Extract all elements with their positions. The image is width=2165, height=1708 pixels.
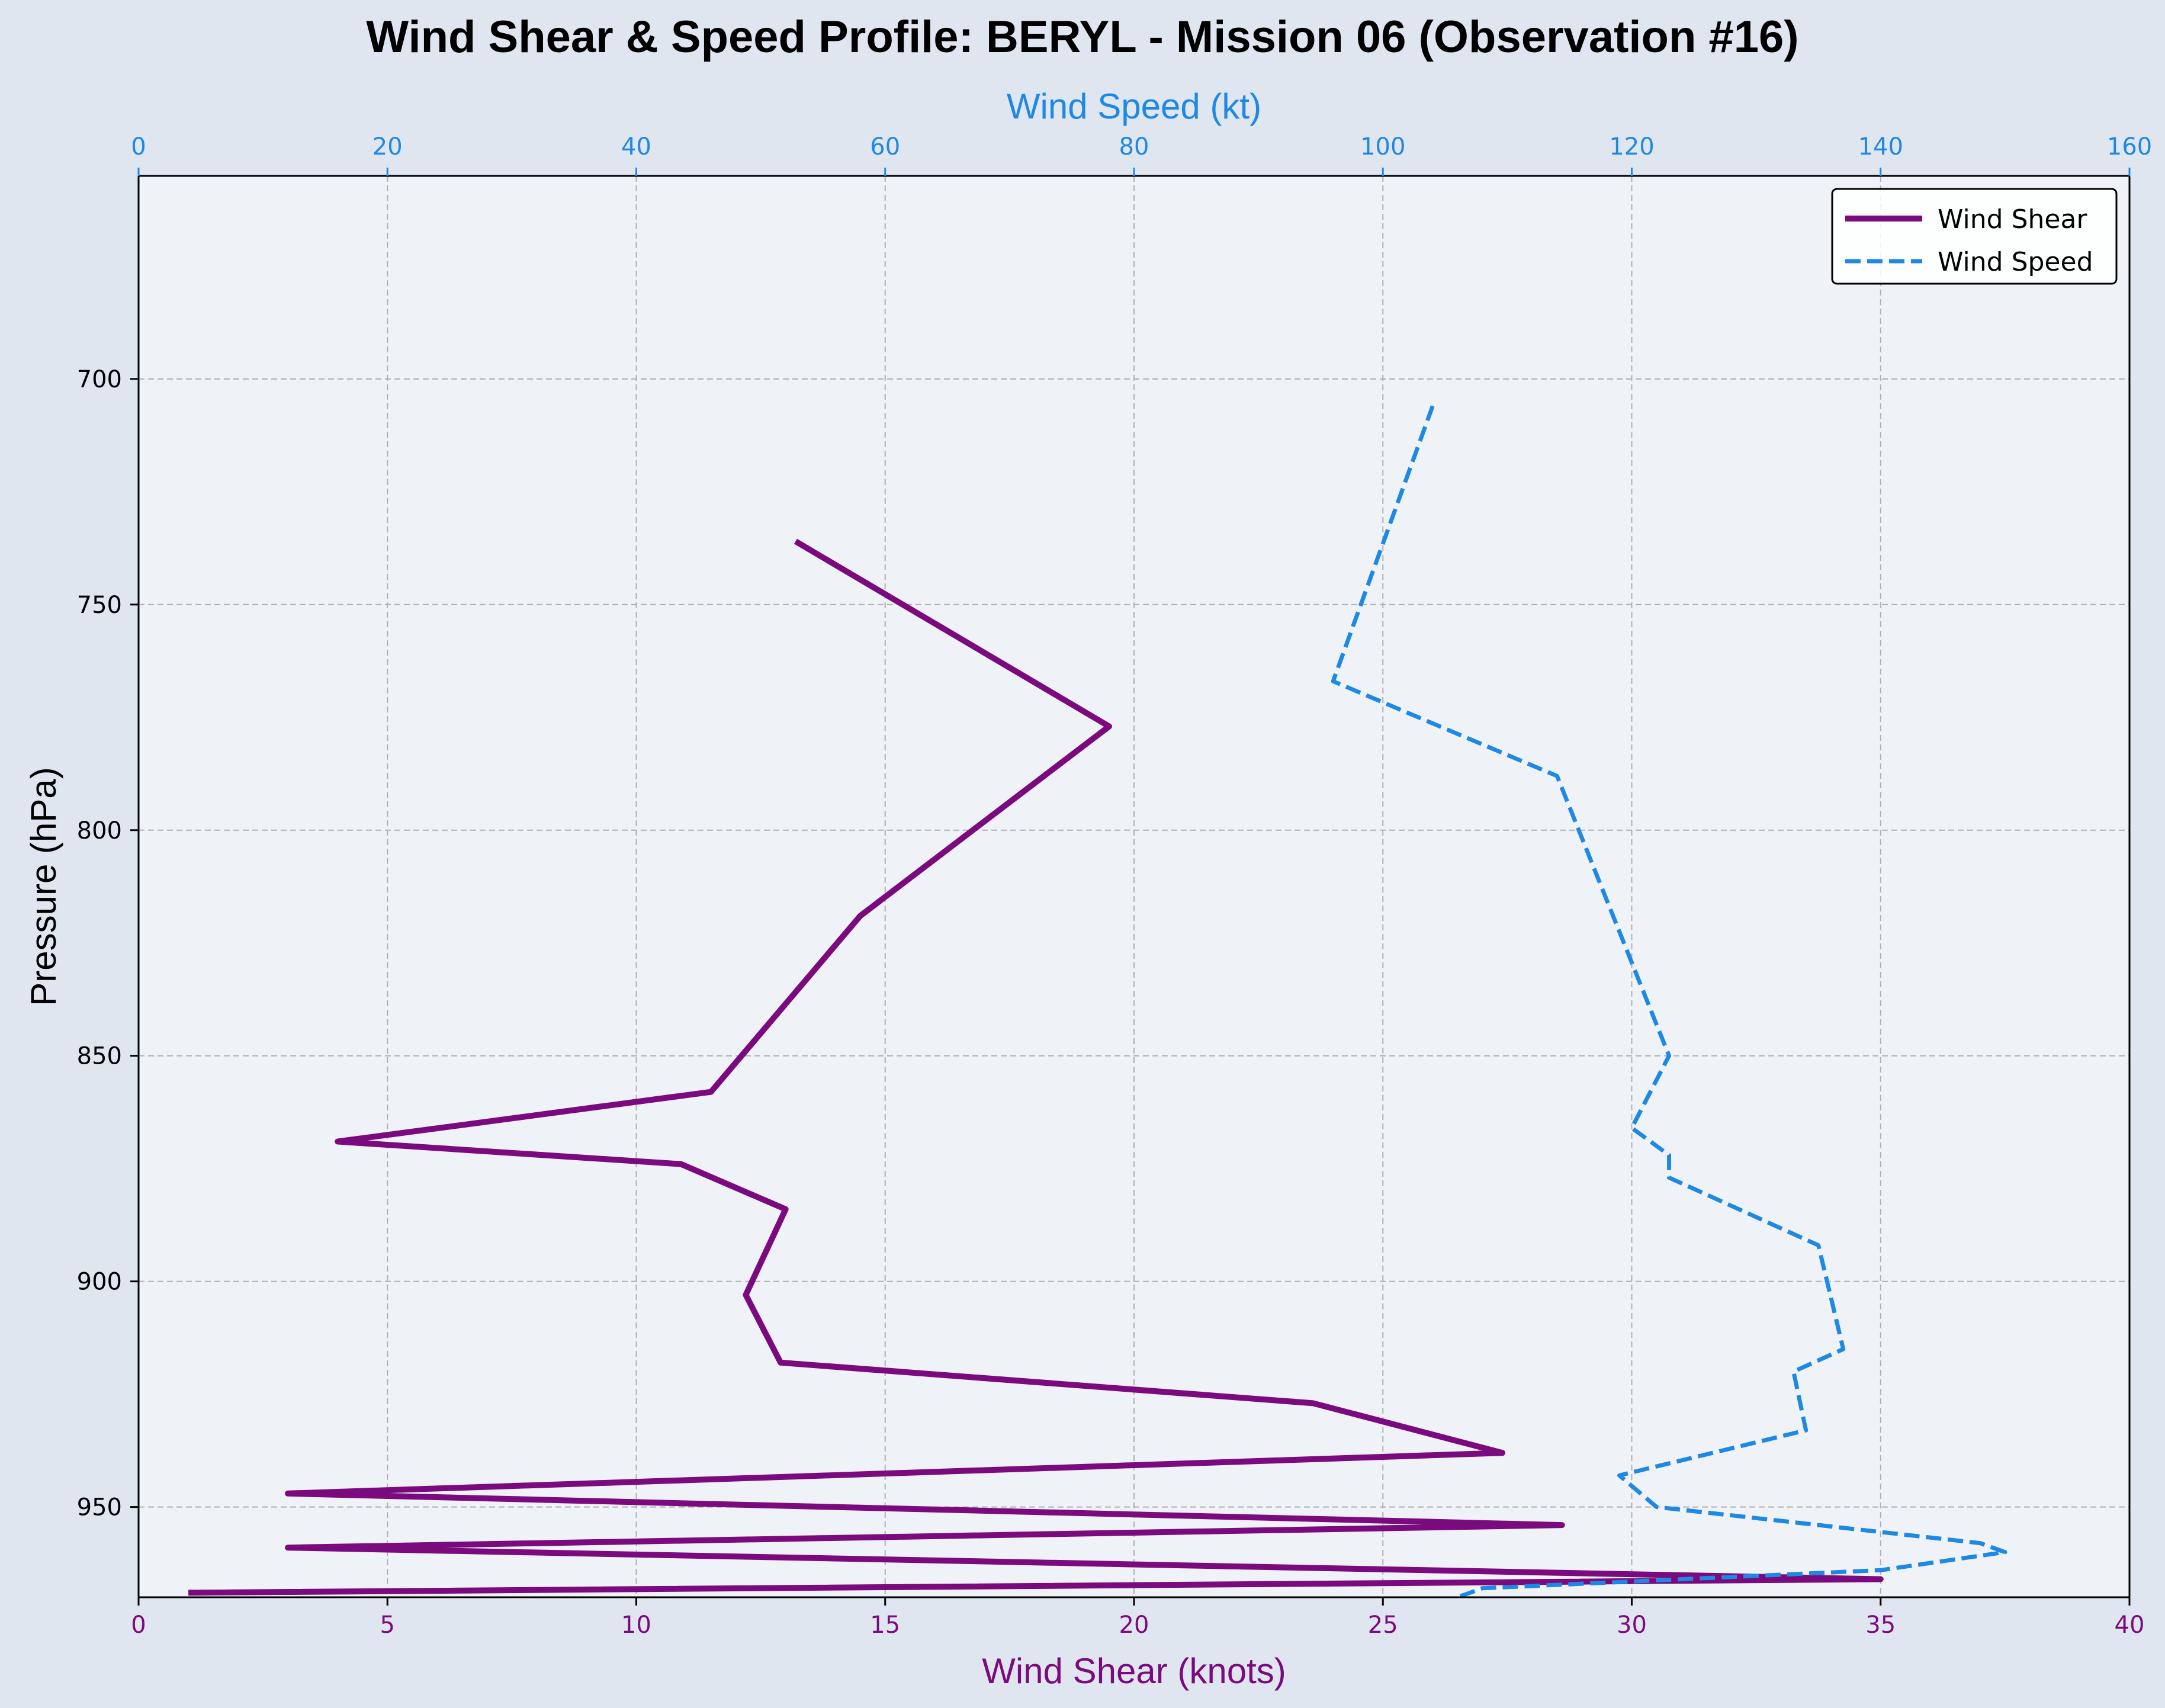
bottom-tick-label: 5 xyxy=(380,1611,395,1639)
bottom-tick-label: 40 xyxy=(2115,1611,2145,1639)
bottom-tick-label: 30 xyxy=(1617,1611,1647,1639)
axes: 0 5 10 15 20 25 30 35 40 0 20 40 60 80 100 120 140 160 700… xyxy=(77,133,2153,1639)
x-axis-title-top: Wind Speed (kt) xyxy=(1007,86,1261,126)
wind-shear-line xyxy=(188,538,1884,1596)
top-tick-label: 80 xyxy=(1119,133,1149,160)
bottom-tick-label: 20 xyxy=(1119,1611,1149,1639)
top-tick-label: 0 xyxy=(131,133,146,160)
grid xyxy=(138,176,2130,1597)
y-tick-label: 950 xyxy=(77,1494,122,1521)
bottom-tick-label: 35 xyxy=(1865,1611,1896,1639)
bottom-tick-label: 25 xyxy=(1368,1611,1398,1639)
y-tick-label: 850 xyxy=(77,1043,122,1070)
y-tick-label: 800 xyxy=(77,817,122,845)
top-tick-label: 140 xyxy=(1858,133,1903,160)
bottom-tick-label: 10 xyxy=(621,1611,651,1639)
series-layer xyxy=(188,405,2007,1600)
y-axis-title: Pressure (hPa) xyxy=(24,767,63,1006)
y-tick-label: 700 xyxy=(77,366,122,393)
x-axis-title-bottom: Wind Shear (knots) xyxy=(982,1651,1286,1691)
top-tick-label: 20 xyxy=(372,133,403,160)
y-tick-label: 900 xyxy=(77,1269,122,1296)
bottom-tick-label: 0 xyxy=(131,1611,146,1639)
wind-speed-line xyxy=(1331,405,2007,1600)
top-tick-label: 100 xyxy=(1360,133,1405,160)
y-tick-label: 750 xyxy=(77,592,122,619)
top-tick-label: 120 xyxy=(1609,133,1654,160)
bottom-tick-label: 15 xyxy=(870,1611,900,1639)
top-tick-label: 40 xyxy=(621,133,651,160)
top-tick-label: 160 xyxy=(2107,133,2152,160)
chart-title: Wind Shear & Speed Profile: BERYL - Miss… xyxy=(366,12,1798,62)
legend-label-wind-shear: Wind Shear xyxy=(1938,204,2087,235)
top-tick-label: 60 xyxy=(870,133,900,160)
legend-label-wind-speed: Wind Speed xyxy=(1938,247,2093,277)
legend: Wind Shear Wind Speed xyxy=(1831,188,2118,285)
